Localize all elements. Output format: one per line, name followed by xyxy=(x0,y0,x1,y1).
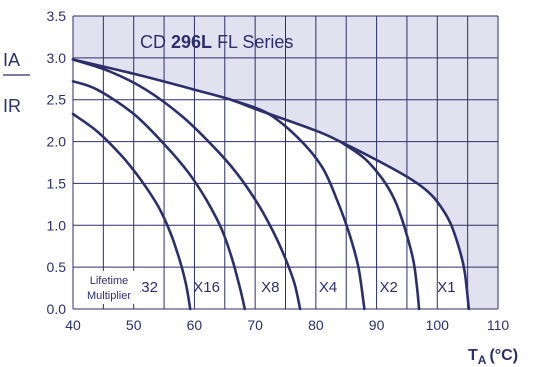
curve-x8 xyxy=(71,58,302,311)
y-tick-label: 1.5 xyxy=(47,175,67,191)
x-tick-label: 40 xyxy=(65,317,81,333)
series-label-x2: X2 xyxy=(380,279,398,296)
curve-x1 xyxy=(71,58,471,311)
axis-ticks: 40 50 60 70 80 90 100 110 0.0 0.5 1.0 1.5 2.0 2.5 3.0 3… xyxy=(47,8,510,333)
derating-curves xyxy=(71,58,471,311)
curve-x4 xyxy=(229,98,366,311)
multiplier-label-line1: Lifetime xyxy=(90,275,129,287)
x-tick-label: 90 xyxy=(369,317,385,333)
y-tick-label: 0.5 xyxy=(47,259,67,275)
grid-lines xyxy=(72,15,499,310)
y-tick-label: 3.0 xyxy=(47,50,67,66)
x-axis-title: TA (°C) xyxy=(468,347,518,367)
chart-title: CD 296L FL Series xyxy=(140,32,293,52)
x-tick-label: 100 xyxy=(426,317,450,333)
y-tick-label: 1.0 xyxy=(47,217,67,233)
y-axis-label: IA IR xyxy=(3,50,30,116)
series-label-x4: X4 xyxy=(319,279,337,296)
multiplier-label-line2: Multiplier xyxy=(87,290,131,302)
svg-text:IR: IR xyxy=(3,96,21,116)
curve-x32 xyxy=(71,112,192,311)
curve-x2 xyxy=(338,140,421,311)
svg-text:IA: IA xyxy=(3,50,20,70)
y-tick-label: 0.0 xyxy=(47,301,67,317)
y-axis-denominator: IR xyxy=(3,96,21,116)
operating-region xyxy=(73,59,469,309)
y-tick-label: 2.0 xyxy=(47,134,67,150)
x-tick-label: 70 xyxy=(247,317,263,333)
y-axis-numerator: IA xyxy=(3,50,20,70)
curve-x16 xyxy=(71,80,247,311)
y-tick-label: 3.5 xyxy=(47,8,67,24)
series-label-x16: X16 xyxy=(193,279,220,296)
y-tick-label: 2.5 xyxy=(47,92,67,108)
series-label-x1: X1 xyxy=(437,279,455,296)
x-tick-label: 60 xyxy=(187,317,203,333)
x-tick-label: 80 xyxy=(308,317,324,333)
multiplier-label: Lifetime Multiplier xyxy=(78,271,140,304)
x-tick-label: 110 xyxy=(487,317,510,333)
series-label-x8: X8 xyxy=(261,279,279,296)
x-tick-label: 50 xyxy=(126,317,142,333)
